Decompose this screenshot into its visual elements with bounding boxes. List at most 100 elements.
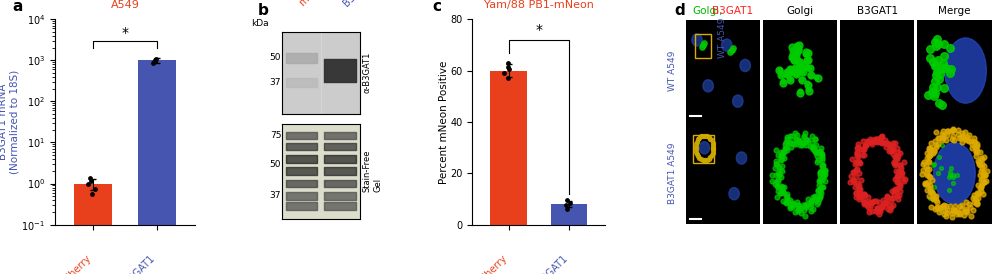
Point bbox=[764, 179, 780, 183]
Point bbox=[787, 131, 803, 136]
Point bbox=[807, 149, 823, 153]
Point bbox=[887, 187, 903, 192]
Point bbox=[688, 150, 704, 154]
Point bbox=[969, 142, 985, 146]
Point bbox=[816, 172, 832, 176]
Point bbox=[791, 64, 807, 68]
Point bbox=[945, 128, 961, 133]
Text: b: b bbox=[258, 3, 269, 18]
Point bbox=[972, 173, 988, 177]
Point bbox=[688, 147, 704, 151]
Point bbox=[864, 208, 880, 213]
Point bbox=[812, 169, 828, 174]
Text: 37: 37 bbox=[269, 78, 281, 87]
Point bbox=[860, 204, 876, 209]
Point bbox=[860, 140, 876, 144]
Point bbox=[878, 144, 894, 149]
Point bbox=[867, 137, 883, 142]
Point bbox=[861, 136, 877, 141]
Point bbox=[701, 135, 717, 139]
Point bbox=[885, 152, 901, 156]
Point bbox=[885, 144, 901, 149]
Text: 50: 50 bbox=[269, 53, 281, 62]
Point bbox=[500, 76, 516, 81]
Point bbox=[892, 182, 908, 187]
Point bbox=[849, 142, 865, 147]
Text: B3GAT1: B3GAT1 bbox=[123, 253, 157, 274]
Point bbox=[920, 93, 936, 97]
Point bbox=[945, 173, 961, 178]
Bar bbox=[490, 70, 527, 225]
Point bbox=[850, 145, 866, 149]
Point bbox=[783, 56, 799, 61]
Ellipse shape bbox=[733, 95, 743, 107]
Point bbox=[695, 133, 711, 138]
Point bbox=[927, 144, 943, 149]
Point bbox=[889, 173, 905, 178]
Point bbox=[920, 159, 936, 164]
Point bbox=[799, 138, 815, 142]
Point bbox=[921, 154, 937, 158]
Y-axis label: B3GAT1 mRNA
(Normalized to 18S): B3GAT1 mRNA (Normalized to 18S) bbox=[0, 70, 20, 174]
Point bbox=[705, 151, 721, 155]
Point bbox=[871, 207, 887, 211]
Point bbox=[799, 197, 815, 202]
Point bbox=[927, 195, 943, 199]
Point bbox=[869, 139, 885, 143]
Point bbox=[784, 47, 800, 52]
Point bbox=[772, 72, 788, 77]
Point bbox=[562, 201, 578, 205]
Text: Golgi,: Golgi, bbox=[693, 7, 723, 16]
Point bbox=[773, 169, 789, 173]
Point bbox=[802, 202, 818, 206]
Point bbox=[767, 173, 783, 177]
Point bbox=[699, 134, 715, 138]
Point bbox=[851, 187, 867, 191]
Point bbox=[796, 208, 812, 213]
Point bbox=[935, 54, 951, 59]
Point bbox=[918, 164, 934, 169]
Point bbox=[922, 188, 938, 192]
Point bbox=[927, 207, 943, 212]
Point bbox=[789, 67, 805, 72]
Text: WT A549: WT A549 bbox=[668, 50, 677, 91]
Point bbox=[927, 143, 943, 147]
Point bbox=[970, 192, 986, 196]
Point bbox=[945, 134, 961, 139]
Point bbox=[963, 138, 979, 143]
Point bbox=[769, 184, 785, 188]
Point bbox=[863, 138, 879, 142]
Point bbox=[792, 60, 808, 65]
Point bbox=[969, 144, 985, 148]
Point bbox=[778, 193, 794, 198]
Point bbox=[789, 67, 805, 72]
Point bbox=[968, 198, 984, 202]
Point bbox=[873, 135, 889, 139]
Point bbox=[935, 85, 951, 90]
Point bbox=[954, 203, 970, 207]
Point bbox=[848, 191, 864, 195]
Point bbox=[798, 202, 814, 207]
Text: mCherry: mCherry bbox=[296, 0, 333, 8]
Point bbox=[967, 201, 983, 206]
Point bbox=[688, 142, 704, 146]
Point bbox=[967, 139, 983, 144]
Point bbox=[855, 147, 871, 152]
Point bbox=[885, 141, 901, 145]
Point bbox=[931, 155, 947, 159]
Point bbox=[790, 42, 806, 47]
Point bbox=[969, 149, 985, 153]
Point bbox=[703, 136, 719, 141]
Point bbox=[851, 170, 867, 175]
Bar bbox=[551, 204, 587, 225]
Point bbox=[935, 133, 951, 138]
Point bbox=[937, 209, 953, 213]
Point bbox=[959, 135, 975, 139]
Point bbox=[814, 162, 830, 167]
Point bbox=[943, 129, 959, 133]
Point bbox=[897, 176, 913, 181]
Point bbox=[972, 150, 988, 154]
Point bbox=[853, 195, 869, 200]
Point bbox=[770, 185, 786, 189]
Point bbox=[890, 170, 906, 174]
